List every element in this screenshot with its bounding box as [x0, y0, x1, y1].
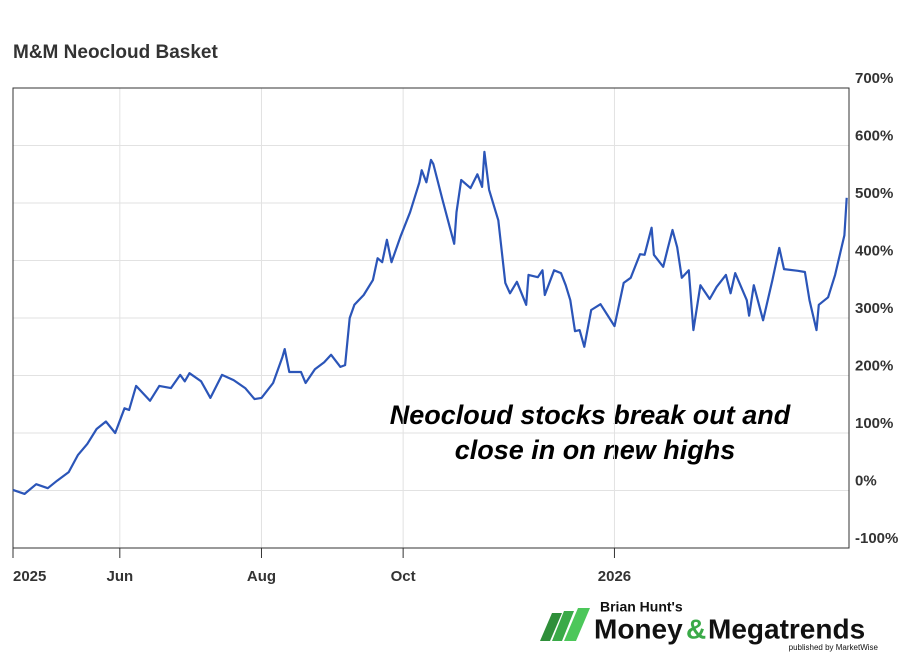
y-tick-label: 600% — [855, 127, 893, 144]
y-tick-label: 400% — [855, 242, 893, 259]
y-tick-label: 200% — [855, 357, 893, 374]
x-tick-label: 2026 — [598, 568, 631, 585]
y-tick-label: 700% — [855, 70, 893, 87]
logo-icon — [540, 613, 562, 641]
logo-word: Money — [594, 613, 683, 644]
logo: Brian Hunt's Money & Megatrends publishe… — [540, 599, 879, 652]
y-tick-label: 0% — [855, 472, 877, 489]
y-tick-label: -100% — [855, 530, 898, 547]
chart-title: M&M Neocloud Basket — [13, 42, 218, 63]
x-tick-label: Aug — [247, 568, 276, 585]
logo-amp: & — [686, 613, 706, 644]
plot-frame — [12, 87, 850, 549]
annotation: Neocloud stocks break out and — [390, 400, 791, 430]
x-tick-label: Oct — [391, 568, 416, 585]
annotation: close in on new highs — [455, 435, 736, 465]
logo-byline: Brian Hunt's — [600, 599, 683, 615]
x-tick-label: 2025 — [13, 568, 46, 585]
logo-word: Megatrends — [708, 613, 865, 644]
x-tick-label: Jun — [106, 568, 133, 585]
y-tick-label: 300% — [855, 300, 893, 317]
data-line — [12, 150, 848, 495]
y-tick-label: 500% — [855, 185, 893, 202]
logo-icon — [564, 608, 590, 641]
logo-icon — [552, 611, 574, 641]
logo-publisher: published by MarketWise — [789, 643, 879, 652]
y-tick-label: 100% — [855, 415, 893, 432]
